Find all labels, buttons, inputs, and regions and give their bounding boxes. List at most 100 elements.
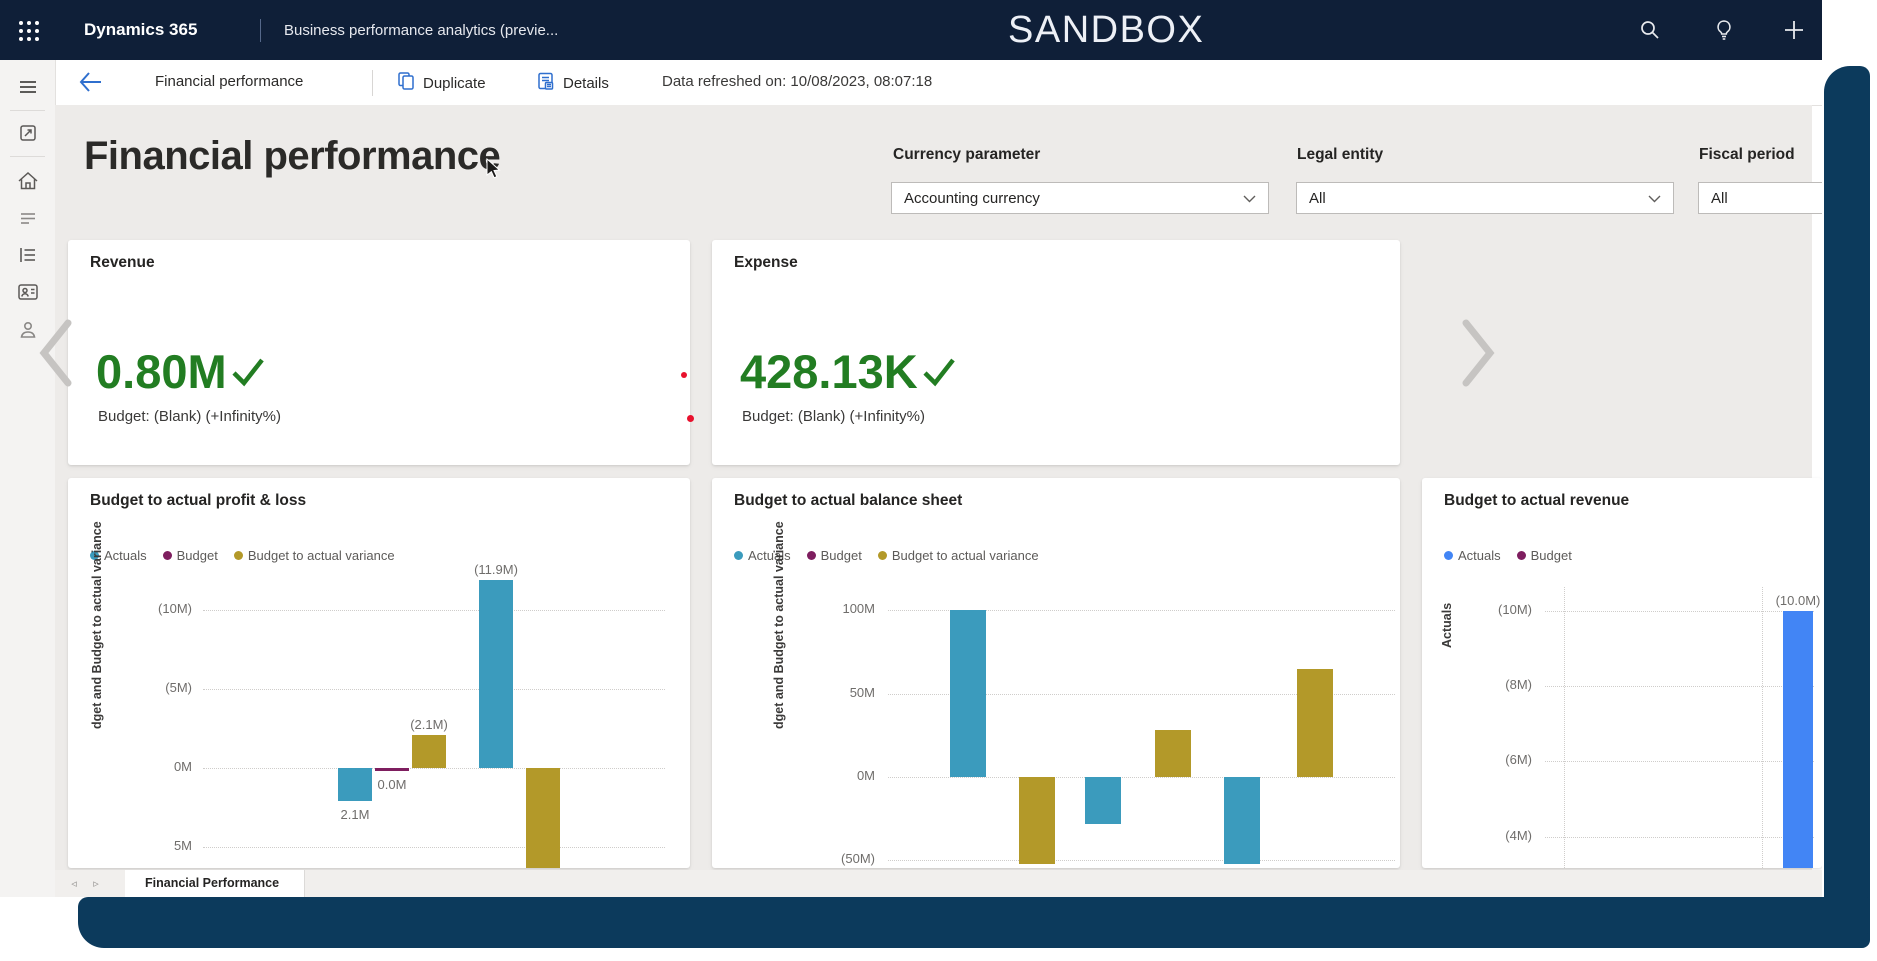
- command-bar-divider: [372, 70, 373, 96]
- kpi-card-revenue[interactable]: Revenue 0.80M Budget: (Blank) (+Infinity…: [68, 240, 690, 465]
- legend-label: Budget: [176, 548, 218, 563]
- kpi-title: Expense: [734, 254, 798, 271]
- bar-data-label: 0.0M: [377, 776, 407, 792]
- command-bar: Financial performance Duplicate Details …: [0, 60, 1822, 106]
- currency-parameter-value: Accounting currency: [904, 189, 1040, 207]
- legend-item[interactable]: Budget: [162, 548, 218, 563]
- back-icon[interactable]: [78, 71, 104, 95]
- y-tick-label: (5M): [165, 680, 192, 695]
- bar-data-label: (2.1M): [410, 716, 448, 732]
- y-tick-label: 0M: [856, 768, 875, 783]
- plot-area: (10M) (5M) 0M 5M 2.1M 0.0M (2.1M) (11.9M): [68, 562, 690, 868]
- bar-budget-to-actual-variance[interactable]: [1297, 668, 1333, 777]
- legend-dot-icon: [90, 551, 99, 560]
- bar-budget[interactable]: [375, 768, 409, 771]
- legend-item[interactable]: Budget to actual variance: [877, 548, 1039, 563]
- chart-legend: Actuals Budget Budget to actual variance: [90, 548, 395, 563]
- bar-data-label: 2.1M: [340, 807, 370, 823]
- duplicate-button[interactable]: Duplicate: [396, 70, 486, 96]
- brand[interactable]: Dynamics 365: [84, 20, 198, 39]
- y-tick-label: 0M: [173, 759, 192, 774]
- bar-actuals[interactable]: [1224, 777, 1260, 864]
- legend-item[interactable]: Actuals: [734, 548, 791, 563]
- gridline: [1545, 761, 1814, 763]
- app-launcher-icon[interactable]: [16, 18, 42, 44]
- bar-actuals[interactable]: [479, 579, 513, 768]
- y-tick-label: 50M: [849, 684, 875, 700]
- gridline: [1545, 611, 1814, 612]
- bar-budget-to-actual-variance[interactable]: [412, 734, 446, 768]
- person-icon[interactable]: [0, 313, 55, 347]
- feed-icon[interactable]: [0, 201, 55, 235]
- currency-parameter-select[interactable]: Accounting currency: [891, 182, 1269, 214]
- bar-budget-to-actual-variance[interactable]: [526, 768, 560, 868]
- menu-icon[interactable]: [0, 70, 55, 104]
- legend-dot-icon: [162, 551, 172, 560]
- chart-legend: Actuals Budget Budget to actual variance: [734, 548, 1039, 563]
- gridline-vertical: [1564, 587, 1565, 868]
- y-tick-label: (50M): [841, 851, 875, 867]
- kpi-subtext: Budget: (Blank) (+Infinity%): [742, 408, 925, 425]
- add-icon[interactable]: [1782, 18, 1806, 42]
- carousel-previous-icon[interactable]: [32, 318, 80, 388]
- tab-previous-icon[interactable]: ◃: [65, 870, 83, 897]
- kpi-card-expense[interactable]: Expense 428.13K Budget: (Blank) (+Infini…: [712, 240, 1400, 465]
- fiscal-period-select[interactable]: All: [1698, 182, 1822, 214]
- tab-financial-performance[interactable]: Financial Performance: [125, 870, 305, 897]
- kpi-value: 0.80M: [96, 348, 265, 395]
- chart-card-balance-sheet[interactable]: Budget to actual balance sheet Actuals Bu…: [712, 478, 1400, 868]
- app-header: Dynamics 365 Business performance analyt…: [0, 0, 1822, 60]
- bar-actuals[interactable]: [950, 610, 986, 777]
- gridline: [1545, 686, 1814, 688]
- chart-title: Budget to actual profit & loss: [90, 492, 307, 509]
- bar-actuals[interactable]: [338, 768, 372, 802]
- bar-actuals[interactable]: [1783, 611, 1813, 868]
- legend-label: Actuals: [748, 548, 791, 563]
- home-icon[interactable]: [0, 164, 55, 198]
- chevron-down-icon: [1648, 190, 1661, 207]
- kpi-title: Revenue: [90, 254, 155, 271]
- environment-banner: SANDBOX: [1008, 9, 1205, 51]
- legend-item[interactable]: Budget: [1516, 548, 1572, 563]
- bar-budget-to-actual-variance[interactable]: [1155, 730, 1191, 777]
- y-tick-label: (4M): [1505, 827, 1532, 843]
- carousel-next-icon[interactable]: [1454, 318, 1502, 388]
- gridline: [203, 768, 665, 769]
- y-tick-label: (10M): [1498, 602, 1532, 617]
- report-tab-bar: ◃ ▹ Financial Performance: [55, 870, 1822, 897]
- green-check-icon: [231, 348, 265, 395]
- kpi-value: 428.13K: [740, 348, 956, 395]
- details-button[interactable]: Details: [536, 70, 609, 96]
- search-icon[interactable]: [1638, 18, 1662, 42]
- bar-data-label: (11.9M): [474, 561, 518, 577]
- details-icon: [536, 71, 556, 95]
- bar-actuals[interactable]: [1085, 777, 1121, 824]
- legend-dot-icon: [1516, 551, 1526, 560]
- legend-item[interactable]: Actuals: [1444, 548, 1501, 563]
- app-name[interactable]: Business performance analytics (previe..…: [284, 22, 559, 39]
- gridline: [203, 847, 665, 848]
- chevron-down-icon: [1243, 190, 1256, 207]
- legend-item[interactable]: Budget to actual variance: [233, 548, 395, 563]
- chart-card-revenue[interactable]: Budget to actual revenue Actuals Budget A…: [1422, 478, 1822, 868]
- tasks-icon[interactable]: [0, 116, 55, 150]
- page-title: Financial performance: [84, 134, 501, 178]
- tab-next-icon[interactable]: ▹: [87, 870, 105, 897]
- list-icon[interactable]: [0, 238, 55, 272]
- command-bar-title: Financial performance: [155, 73, 304, 90]
- gridline: [203, 689, 665, 690]
- legend-dot-icon: [734, 551, 743, 560]
- legal-entity-select[interactable]: All: [1296, 182, 1674, 214]
- lightbulb-icon[interactable]: [1712, 18, 1736, 42]
- bar-budget-to-actual-variance[interactable]: [1019, 777, 1055, 864]
- legend-label: Budget: [1530, 548, 1572, 563]
- legend-dot-icon: [1444, 551, 1453, 560]
- legend-item[interactable]: Budget: [806, 548, 862, 563]
- kpi-subtext: Budget: (Blank) (+Infinity%): [98, 408, 281, 425]
- contact-card-icon[interactable]: [0, 275, 55, 309]
- chart-card-profit-loss[interactable]: Budget to actual profit & loss Actuals Bu…: [68, 478, 690, 868]
- decorative-frame-bottom: [78, 897, 1870, 948]
- gridline: [203, 610, 665, 611]
- plot-area: 100M 50M 0M (50M): [712, 573, 1400, 868]
- legend-item[interactable]: Actuals: [90, 548, 147, 563]
